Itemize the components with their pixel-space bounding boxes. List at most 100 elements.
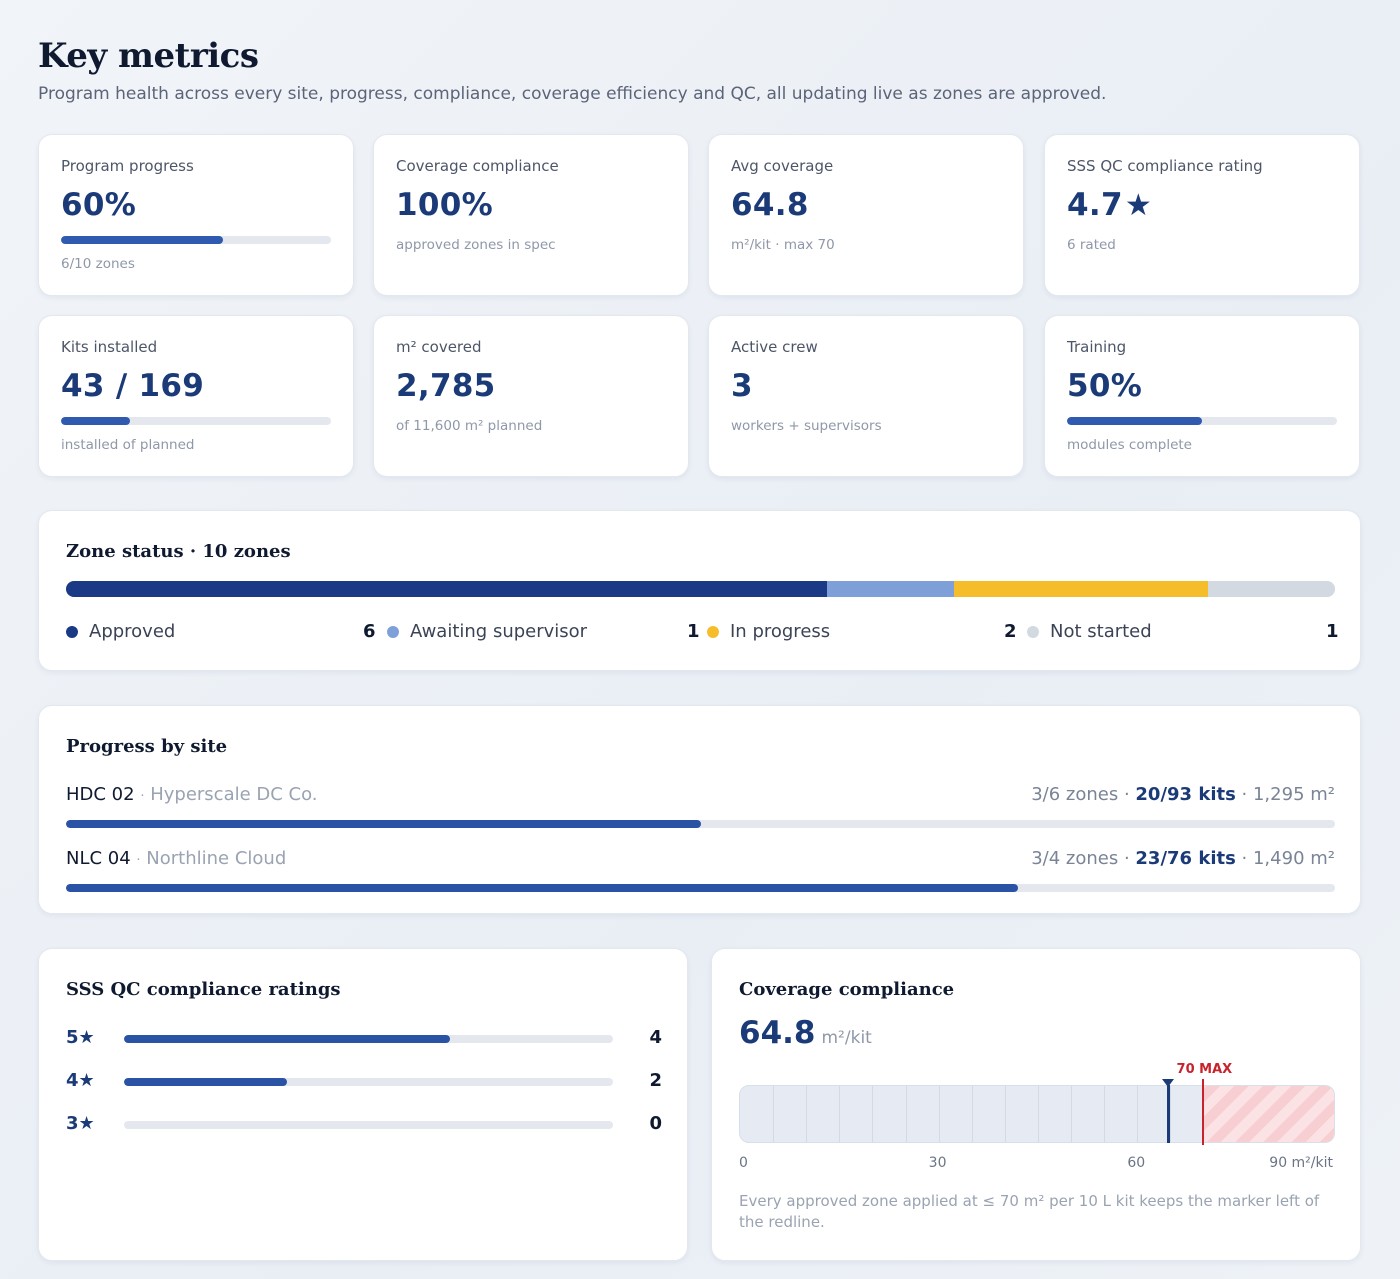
legend-label: Not started: [1050, 621, 1152, 642]
coverage-unit: m²/kit: [821, 1028, 872, 1048]
qc-ratings-title: SSS QC compliance ratings: [66, 979, 341, 1000]
gauge-tick: [806, 1086, 808, 1142]
metric-sub: 6/10 zones: [61, 256, 135, 272]
metric-label: Program progress: [61, 157, 194, 175]
coverage-value-row: 64.8 m²/kit: [739, 1015, 872, 1051]
gauge-tick: [1137, 1086, 1139, 1142]
progress-bar: [1067, 417, 1337, 425]
approved-dot: [66, 625, 78, 638]
legend-count-awaiting: 1: [687, 621, 700, 642]
metric-label: SSS QC compliance rating: [1067, 157, 1263, 175]
metric-label: Coverage compliance: [396, 157, 559, 175]
site-code: HDC 02: [66, 784, 135, 805]
rating-count: 2: [649, 1070, 662, 1091]
metric-value: 50%: [1067, 368, 1143, 404]
site-name: NLC 04 · Northline Cloud: [66, 848, 287, 869]
metric-card-coverage-compliance: Coverage compliance 100% approved zones …: [373, 134, 689, 296]
legend-label: Awaiting supervisor: [410, 621, 588, 642]
site-progress-bar: [66, 820, 1335, 828]
site-stats: 3/6 zones · 20/93 kits · 1,295 m²: [1031, 784, 1335, 805]
gauge-tick: [1038, 1086, 1039, 1142]
gauge-tick: [971, 1086, 973, 1142]
metric-label: Kits installed: [61, 338, 158, 356]
progress-by-site-card: Progress by site HDC 02 · Hyperscale DC …: [38, 705, 1361, 914]
metric-sub: m²/kit · max 70: [731, 237, 835, 253]
max-redline: [1201, 1079, 1204, 1145]
gauge-tick: [773, 1086, 775, 1142]
rating-fill: [124, 1035, 450, 1043]
metric-sub: approved zones in spec: [396, 237, 556, 253]
progress-fill: [1067, 417, 1202, 425]
rating-label: 4★: [66, 1070, 95, 1091]
gauge-tick: [1104, 1086, 1106, 1142]
metric-sub: workers + supervisors: [731, 418, 882, 434]
site-zones: 3/6 zones: [1031, 784, 1119, 805]
metric-card-active-crew: Active crew 3 workers + supervisors: [708, 315, 1024, 477]
site-progress-fill: [66, 884, 1018, 892]
metric-value: 43 / 169: [61, 368, 205, 404]
metric-value: 60%: [61, 187, 137, 223]
marker-triangle-icon: [1162, 1079, 1175, 1087]
metric-card-m2-covered: m² covered 2,785 of 11,600 m² planned: [373, 315, 689, 477]
legend-in-progress: In progress: [707, 621, 830, 642]
legend-approved: Approved: [66, 621, 175, 642]
metric-label: Avg coverage: [731, 157, 834, 175]
progress-fill: [61, 417, 130, 425]
zone-status-card: Zone status · 10 zones Approved 6 Awaiti…: [38, 510, 1361, 671]
metric-sub: modules complete: [1067, 437, 1192, 453]
zone-status-title: Zone status · 10 zones: [66, 541, 291, 562]
site-progress-fill: [66, 820, 701, 828]
zone-segment-awaiting-supervisor: [827, 581, 955, 597]
gauge-tick: [1170, 1086, 1172, 1142]
not-started-dot: [1027, 625, 1039, 638]
zone-segment-in-progress: [954, 581, 1209, 597]
metric-sub: 6 rated: [1067, 237, 1116, 253]
legend-label: In progress: [730, 621, 831, 642]
rating-bar: [124, 1078, 613, 1086]
metric-card-program-progress: Program progress 60% 6/10 zones: [38, 134, 354, 296]
progress-fill: [61, 236, 223, 244]
metric-sub: installed of planned: [61, 437, 195, 453]
star-icon: ★: [1124, 188, 1153, 223]
axis-label: 60: [1127, 1155, 1146, 1171]
rating-row-4: 4★ 2: [66, 1070, 662, 1092]
progress-bar: [61, 417, 331, 425]
metric-card-training: Training 50% modules complete: [1044, 315, 1360, 477]
legend-label: Approved: [89, 621, 176, 642]
qc-ratings-card: SSS QC compliance ratings 5★ 4 4★ 2 3★ 0: [38, 948, 688, 1261]
gauge-tick: [938, 1086, 940, 1142]
site-stats: 3/4 zones · 23/76 kits · 1,490 m²: [1031, 848, 1335, 869]
coverage-note: Every approved zone applied at ≤ 70 m² p…: [739, 1192, 1320, 1231]
progress-by-site-title: Progress by site: [66, 736, 228, 757]
zone-status-bar: [66, 581, 1335, 597]
zone-segment-approved: [66, 581, 828, 597]
page-subtitle: Program health across every site, progre…: [38, 84, 1107, 104]
rating-label: 5★: [66, 1027, 95, 1048]
metric-label: m² covered: [396, 338, 482, 356]
metric-label: Training: [1067, 338, 1127, 356]
gauge-tick: [905, 1086, 907, 1142]
in-progress-dot: [707, 625, 719, 638]
gauge-tick: [839, 1086, 841, 1142]
site-zones: 3/4 zones: [1031, 848, 1119, 869]
site-name: HDC 02 · Hyperscale DC Co.: [66, 784, 318, 805]
metric-value: 2,785: [396, 368, 496, 404]
gauge-tick: [872, 1086, 874, 1142]
axis-label: 90 m²/kit: [1269, 1155, 1333, 1171]
site-progress-bar: [66, 884, 1335, 892]
metric-card-qc-rating: SSS QC compliance rating 4.7★ 6 rated: [1044, 134, 1360, 296]
metric-card-avg-coverage: Avg coverage 64.8 m²/kit · max 70: [708, 134, 1024, 296]
axis-label: 30: [928, 1155, 947, 1171]
metric-label: Active crew: [731, 338, 818, 356]
legend-count-in-progress: 2: [1004, 621, 1017, 642]
rating-bar: [124, 1121, 613, 1129]
rating-row-5: 5★ 4: [66, 1027, 662, 1049]
rating-label: 3★: [66, 1113, 95, 1134]
metric-sub: of 11,600 m² planned: [396, 418, 543, 434]
rating-fill: [124, 1078, 287, 1086]
site-code: NLC 04: [66, 848, 131, 869]
gauge-tick: [1004, 1086, 1006, 1142]
rating-count: 0: [649, 1113, 662, 1134]
metric-value: 4.7: [1067, 187, 1123, 223]
rating-bar: [124, 1035, 613, 1043]
